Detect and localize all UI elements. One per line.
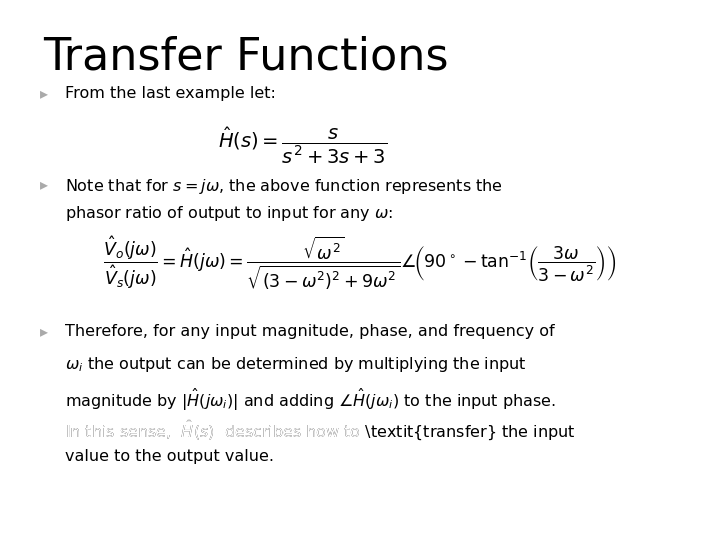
Text: In this sense,  $\hat{H}(s)$  describes how to: In this sense, $\hat{H}(s)$ describes ho… <box>65 418 361 442</box>
Text: $\dfrac{\hat{V}_o(j\omega)}{\hat{V}_s(j\omega)} = \hat{H}(j\omega) = \dfrac{\sqr: $\dfrac{\hat{V}_o(j\omega)}{\hat{V}_s(j\… <box>104 235 616 292</box>
Text: phasor ratio of output to input for any $\omega$:: phasor ratio of output to input for any … <box>65 204 393 222</box>
Text: ▸: ▸ <box>40 324 48 339</box>
Text: $\omega_i$ the output can be determined by multiplying the input: $\omega_i$ the output can be determined … <box>65 355 526 374</box>
Text: Note that for $s = j\omega$, the above function represents the: Note that for $s = j\omega$, the above f… <box>65 177 503 196</box>
Text: Transfer Functions: Transfer Functions <box>43 35 449 78</box>
Text: value to the output value.: value to the output value. <box>65 449 274 464</box>
Text: ▸: ▸ <box>40 86 48 102</box>
Text: From the last example let:: From the last example let: <box>65 86 276 102</box>
Text: magnitude by $|\hat{H}(j\omega_i)|$ and adding $\angle\hat{H}(j\omega_i)$ to the: magnitude by $|\hat{H}(j\omega_i)|$ and … <box>65 387 556 413</box>
Text: $\hat{H}(s) = \dfrac{s}{s^2 + 3s + 3}$: $\hat{H}(s) = \dfrac{s}{s^2 + 3s + 3}$ <box>218 125 387 166</box>
Text: ▸: ▸ <box>40 177 48 192</box>
Text: Therefore, for any input magnitude, phase, and frequency of: Therefore, for any input magnitude, phas… <box>65 324 554 339</box>
Text: In this sense,  $\hat{H}(s)$  describes how to \textit{transfer} the input: In this sense, $\hat{H}(s)$ describes ho… <box>65 418 575 442</box>
